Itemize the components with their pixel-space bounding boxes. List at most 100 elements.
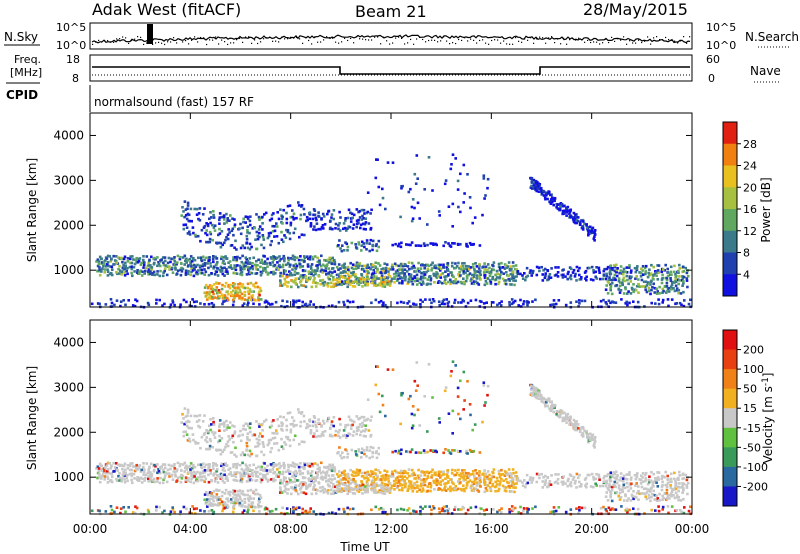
- velocity-cell: [383, 489, 387, 493]
- power-cell: [181, 267, 185, 271]
- power-cell: [375, 243, 378, 246]
- power-cell: [510, 283, 513, 286]
- velocity-cell: [267, 441, 271, 445]
- velocity-cell: [293, 465, 297, 469]
- power-cell: [347, 268, 350, 271]
- velocity-cell: [184, 466, 187, 470]
- power-cell: [193, 264, 196, 267]
- power-cell: [615, 274, 619, 278]
- velocity-cell: [566, 484, 569, 488]
- velocity-cell: [303, 467, 306, 470]
- power-cell: [625, 266, 629, 269]
- power-cell: [424, 298, 427, 301]
- power-cell: [277, 217, 281, 221]
- velocity-cell: [340, 487, 344, 490]
- power-cell: [478, 299, 482, 303]
- velocity-cell: [372, 476, 375, 479]
- velocity-cell: [212, 420, 215, 424]
- power-cell: [291, 279, 294, 283]
- velocity-cell: [131, 462, 134, 465]
- velocity-cell: [95, 467, 98, 470]
- velocity-cell: [243, 453, 246, 457]
- velocity-cell: [320, 475, 323, 479]
- velocity-cell: [279, 478, 282, 482]
- power-cell: [219, 245, 223, 249]
- velocity-cell: [648, 475, 651, 478]
- freq-label-1: Freq.: [14, 53, 41, 66]
- velocity-cell: [453, 505, 457, 509]
- power-cell: [430, 263, 433, 267]
- velocity-cell: [351, 488, 355, 492]
- velocity-cell: [650, 486, 653, 490]
- power-cell: [508, 267, 512, 271]
- power-cell: [303, 269, 307, 273]
- velocity-cell: [280, 511, 283, 515]
- velocity-cell: [236, 462, 239, 466]
- noise-search-dot: [407, 42, 409, 44]
- velocity-cell: [240, 492, 243, 495]
- power-cell: [340, 264, 344, 268]
- velocity-cell: [381, 492, 384, 495]
- power-cell: [232, 233, 235, 237]
- velocity-cell: [347, 475, 350, 478]
- velocity-cell: [649, 479, 653, 482]
- power-cell: [249, 266, 252, 269]
- velocity-cell: [612, 508, 615, 511]
- velocity-cell: [237, 501, 240, 504]
- velocity-cell: [308, 465, 312, 468]
- power-cell: [305, 215, 309, 219]
- velocity-cell: [208, 491, 212, 494]
- velocity-cell: [357, 490, 361, 493]
- velocity-cell: [414, 477, 418, 480]
- power-cell: [223, 222, 226, 225]
- power-cell: [332, 285, 335, 288]
- velocity-cell: [218, 419, 222, 422]
- velocity-cell: [410, 485, 413, 488]
- power-cell: [507, 274, 510, 278]
- power-cell: [656, 269, 660, 272]
- velocity-cell: [240, 477, 244, 481]
- power-cell: [477, 283, 481, 286]
- velocity-cell: [183, 461, 187, 465]
- velocity-cell: [513, 506, 517, 510]
- velocity-cell: [281, 429, 284, 432]
- power-cell: [617, 287, 620, 291]
- velocity-cell: [309, 431, 313, 434]
- velocity-cell: [385, 470, 389, 473]
- velocity-cell: [685, 484, 689, 487]
- velocity-cell: [411, 489, 415, 493]
- velocity-cell: [516, 479, 520, 483]
- power-cell: [280, 238, 284, 241]
- power-cell: [343, 280, 346, 284]
- power-cell: [175, 272, 179, 275]
- noise-search-dot: [251, 42, 253, 44]
- noise-search-dot: [131, 39, 133, 42]
- velocity-cell: [605, 479, 608, 483]
- velocity-cell: [639, 478, 643, 482]
- velocity-cell: [181, 474, 185, 478]
- velocity-cell: [440, 488, 444, 492]
- velocity-cell: [343, 473, 347, 476]
- velocity-cell: [257, 505, 260, 509]
- power-cell: [294, 282, 297, 285]
- power-cell: [115, 271, 118, 274]
- velocity-cell: [215, 449, 219, 452]
- power-cell: [109, 271, 113, 275]
- velocity-cell: [387, 477, 390, 480]
- power-cell: [270, 271, 273, 274]
- power-cell: [486, 263, 490, 266]
- velocity-cell: [462, 477, 466, 480]
- velocity-cell: [643, 473, 647, 477]
- velocity-cell: [616, 474, 619, 477]
- power-cell: [610, 292, 614, 296]
- power-cell: [566, 277, 569, 281]
- power-cell: [556, 275, 560, 278]
- velocity-cell: [309, 478, 313, 481]
- power-cell: [275, 235, 279, 238]
- velocity-cell: [349, 468, 352, 472]
- velocity-cell: [351, 470, 355, 473]
- velocity-cell: [431, 468, 434, 472]
- power-cell: [200, 259, 204, 263]
- noise-search-dot: [311, 43, 313, 45]
- power-cell: [236, 264, 239, 267]
